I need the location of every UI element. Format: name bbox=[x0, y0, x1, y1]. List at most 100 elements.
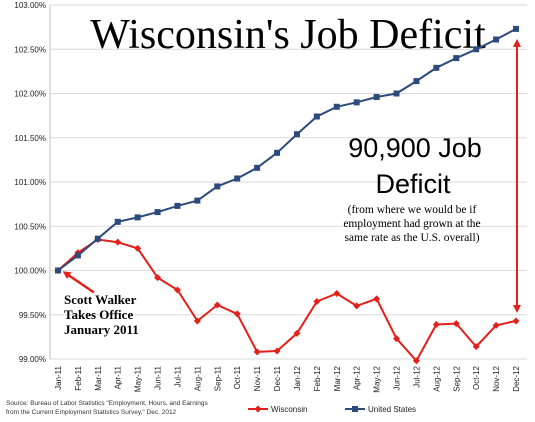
data-point bbox=[74, 252, 81, 259]
legend-marker bbox=[254, 405, 262, 413]
gridlines bbox=[50, 4, 527, 360]
data-point bbox=[453, 55, 460, 62]
y-tick-label: 102.50% bbox=[14, 45, 46, 54]
x-tick-label: Dec-11 bbox=[273, 365, 282, 391]
data-point bbox=[393, 90, 400, 97]
source-line-1: Source: Bureau of Labor Statistics "Empl… bbox=[6, 400, 208, 407]
data-point bbox=[134, 214, 141, 221]
x-tick-label: Sep-11 bbox=[213, 365, 222, 391]
data-point bbox=[234, 175, 241, 182]
source-line-2: from the Current Employment Statistics S… bbox=[6, 409, 177, 416]
walker-line-3: January 2011 bbox=[64, 322, 139, 337]
data-point bbox=[373, 295, 381, 303]
x-tick-label: Nov-11 bbox=[253, 365, 262, 391]
data-point bbox=[513, 25, 519, 32]
x-tick-label: Jan-11 bbox=[54, 365, 63, 389]
data-point bbox=[373, 94, 380, 101]
data-point bbox=[193, 317, 201, 325]
data-point bbox=[274, 149, 281, 156]
y-tick-label: 102.00% bbox=[14, 90, 46, 99]
x-tick-label: Oct-12 bbox=[472, 365, 481, 390]
x-axis-tick-labels: Jan-11 Feb-11 Mar-11 Apr-11 May-11 Jun-11 Jul-… bbox=[54, 365, 521, 392]
x-tick-label: Apr-12 bbox=[353, 365, 362, 390]
data-point bbox=[293, 329, 301, 337]
y-tick-label: 100.50% bbox=[14, 222, 46, 231]
data-point bbox=[214, 183, 221, 190]
chart-source: Source: Bureau of Labor Statistics "Empl… bbox=[6, 400, 208, 416]
data-point bbox=[452, 320, 460, 328]
data-point bbox=[194, 197, 201, 204]
data-point bbox=[173, 286, 181, 294]
x-tick-label: Dec-12 bbox=[512, 365, 521, 391]
x-tick-label: Feb-11 bbox=[74, 365, 83, 390]
walker-annotation: Scott Walker Takes Office January 2011 bbox=[64, 292, 139, 337]
data-point bbox=[333, 103, 340, 110]
y-axis-tick-labels: 99.00% 99.50% 100.00% 100.50% 101.00% 101.50%… bbox=[14, 1, 46, 364]
data-point bbox=[313, 297, 321, 305]
data-point bbox=[55, 267, 61, 274]
x-tick-label: Jul-11 bbox=[173, 365, 182, 387]
data-point bbox=[333, 290, 341, 298]
x-tick-label: May-12 bbox=[373, 365, 382, 392]
data-point bbox=[233, 310, 241, 318]
x-tick-label: Oct-11 bbox=[233, 365, 242, 389]
deficit-note-line-3: same rate as the U.S. overall) bbox=[344, 232, 479, 244]
data-point bbox=[293, 131, 300, 138]
legend-marker bbox=[352, 406, 358, 412]
x-tick-label: Jan-12 bbox=[293, 365, 302, 390]
data-point bbox=[493, 36, 500, 43]
deficit-word-label: Deficit bbox=[375, 169, 451, 199]
data-point bbox=[353, 302, 361, 310]
data-point bbox=[393, 335, 401, 343]
data-point bbox=[174, 202, 181, 209]
data-point bbox=[512, 317, 520, 325]
data-point bbox=[473, 46, 480, 53]
legend-entry: United States bbox=[345, 405, 416, 414]
y-tick-label: 99.00% bbox=[19, 355, 46, 364]
data-point bbox=[413, 78, 420, 85]
data-point bbox=[253, 348, 261, 356]
walker-line-2: Takes Office bbox=[64, 307, 133, 322]
x-tick-label: Feb-12 bbox=[313, 365, 322, 391]
data-point bbox=[432, 320, 440, 328]
y-tick-label: 101.00% bbox=[14, 178, 46, 187]
x-tick-label: Mar-12 bbox=[333, 365, 342, 391]
annotation-arrows bbox=[62, 38, 521, 313]
x-tick-label: Aug-11 bbox=[193, 365, 202, 391]
deficit-callout: 90,900 Job Deficit (from where we would … bbox=[343, 133, 481, 244]
data-point bbox=[353, 99, 360, 106]
x-tick-label: Jun-12 bbox=[393, 365, 402, 390]
x-tick-label: Jun-11 bbox=[154, 365, 163, 389]
x-tick-label: May-11 bbox=[134, 365, 143, 392]
legend-entry: Wisconsin bbox=[248, 405, 307, 414]
data-point bbox=[94, 235, 101, 242]
data-point bbox=[134, 244, 142, 252]
data-point bbox=[412, 357, 420, 365]
chart-title: Wisconsin's Job Deficit bbox=[90, 12, 486, 58]
y-tick-label: 101.50% bbox=[14, 134, 46, 143]
data-point bbox=[472, 343, 480, 351]
data-point bbox=[254, 164, 261, 171]
deficit-value-label: 90,900 Job bbox=[348, 133, 482, 163]
deficit-note-line-2: employment had grown at the bbox=[343, 218, 480, 230]
data-point bbox=[114, 238, 122, 246]
data-point bbox=[114, 218, 121, 225]
walker-arrow bbox=[62, 271, 95, 294]
x-tick-label: Sep-12 bbox=[452, 365, 461, 391]
x-tick-label: Aug-12 bbox=[432, 365, 441, 391]
data-point bbox=[154, 209, 161, 216]
data-point bbox=[154, 274, 162, 282]
x-tick-label: Jul-12 bbox=[412, 365, 421, 387]
y-tick-label: 99.50% bbox=[19, 311, 46, 320]
y-tick-label: 103.00% bbox=[14, 1, 46, 10]
data-point bbox=[492, 321, 500, 329]
deficit-note-line-1: (from where we would be if bbox=[348, 204, 477, 216]
legend: Wisconsin United States bbox=[248, 405, 416, 414]
data-point bbox=[433, 64, 440, 71]
x-tick-label: Apr-11 bbox=[114, 365, 123, 389]
x-tick-label: Nov-12 bbox=[492, 365, 501, 391]
data-series bbox=[54, 25, 520, 365]
legend-label: United States bbox=[368, 405, 416, 414]
x-tick-label: Mar-11 bbox=[94, 365, 103, 390]
